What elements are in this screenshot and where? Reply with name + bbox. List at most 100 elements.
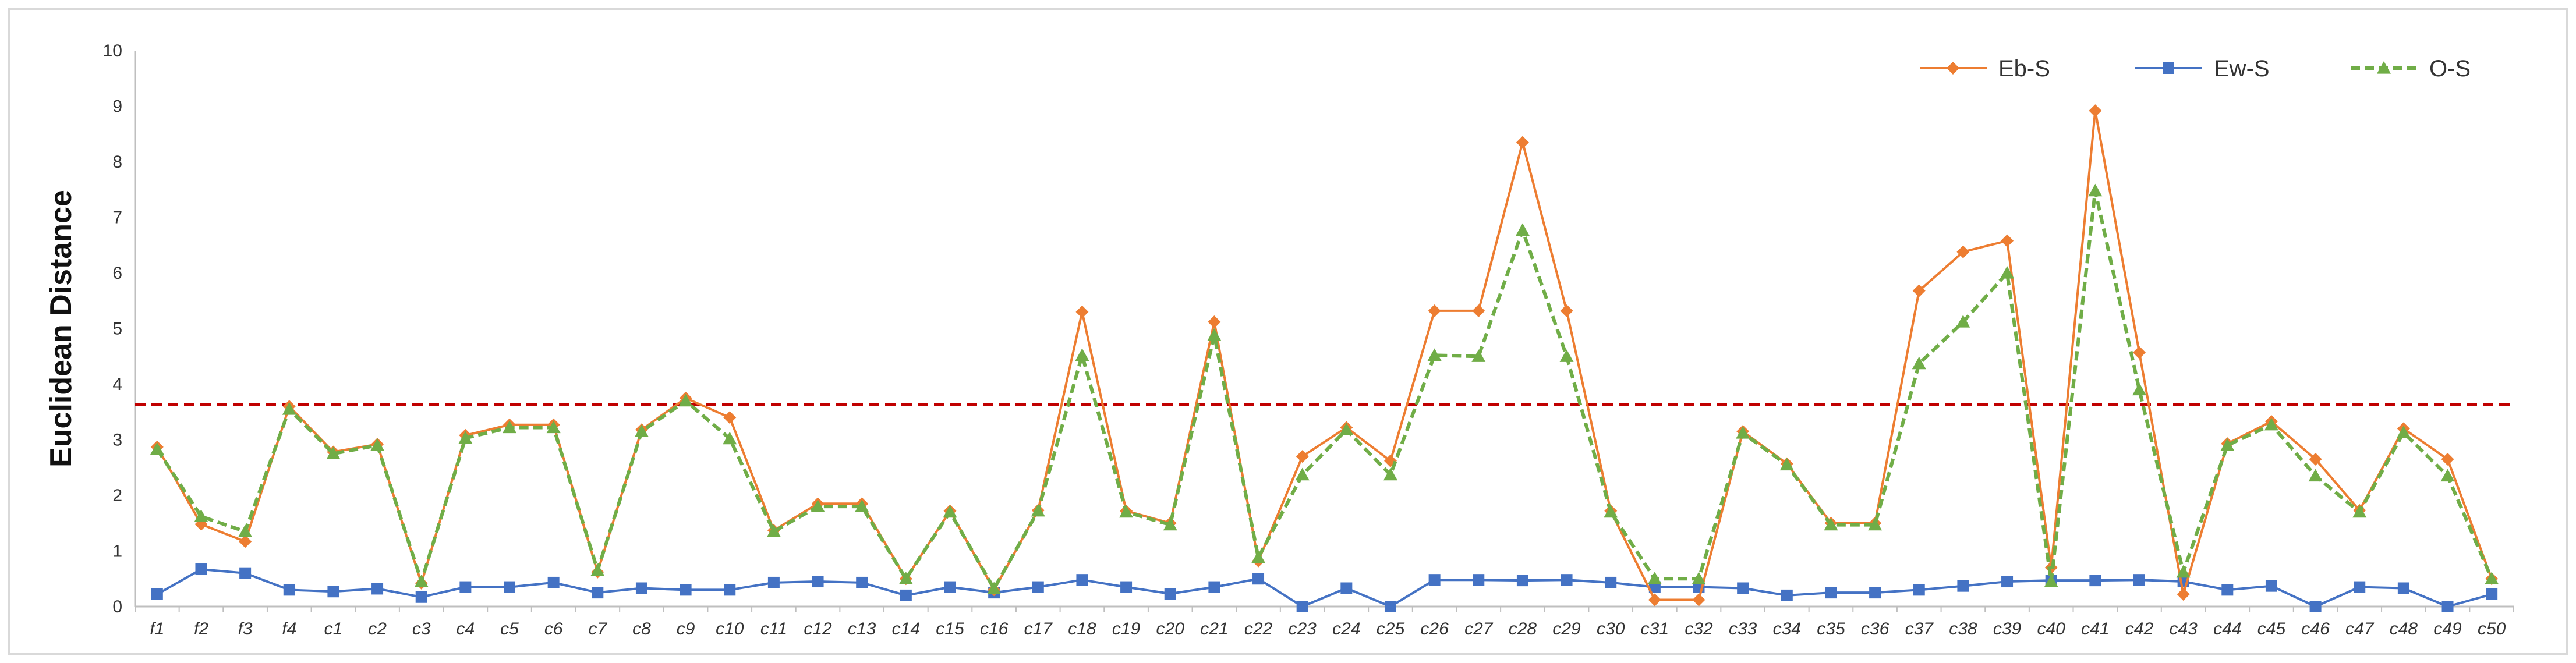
axes: [134, 51, 2514, 612]
data-point-o-s: [370, 438, 385, 451]
data-point-o-s: [1692, 572, 1706, 584]
y-tick-label: 9: [112, 97, 122, 116]
data-point-o-s: [1471, 349, 1486, 362]
data-point-ew-s: [1296, 601, 1308, 612]
x-tick-label: c34: [1773, 619, 1801, 639]
data-point-eb-s: [1472, 304, 1485, 317]
chart-frame: 0 1 2 3 4 5 6 7 8 9 10 f1 f2 f3 f4 c1 c2 c3 c4 c5 c6 c7 c8 c9 c…: [8, 8, 2568, 655]
series-eb-s: [150, 104, 2499, 607]
data-point-eb-s: [1208, 315, 1221, 329]
data-point-ew-s: [1032, 581, 1044, 593]
data-point-eb-s: [1692, 593, 1705, 607]
data-point-ew-s: [2309, 601, 2322, 612]
x-tick-label: c44: [2213, 619, 2241, 639]
data-point-o-s: [2044, 575, 2058, 587]
x-tick-label: c24: [1332, 619, 1360, 639]
data-point-o-s: [2396, 426, 2411, 438]
x-tick-label: c16: [980, 619, 1009, 639]
y-tick-label: 1: [112, 542, 122, 561]
x-tick-label: c43: [2169, 619, 2198, 639]
data-point-eb-s: [1516, 136, 1529, 149]
data-point-eb-s: [2089, 104, 2102, 118]
data-point-ew-s: [371, 583, 384, 595]
data-point-eb-s: [723, 411, 737, 424]
y-tick-label: 3: [112, 431, 122, 450]
data-point-o-s: [987, 582, 1002, 595]
x-tick-label: c2: [368, 619, 387, 639]
data-point-o-s: [1515, 223, 1530, 236]
x-tick-label: c22: [1244, 619, 1273, 639]
y-tick-label: 8: [112, 153, 122, 172]
data-point-eb-s: [1560, 304, 1573, 317]
data-point-o-s: [1251, 550, 1266, 563]
legend-marker-o-s: [2377, 61, 2391, 74]
data-point-ew-s: [1561, 574, 1573, 586]
data-point-ew-s: [1737, 582, 1749, 594]
data-point-o-s: [2308, 469, 2323, 482]
y-tick-label: 10: [103, 41, 122, 61]
legend-marker-eb-s: [1947, 62, 1959, 75]
data-point-ew-s: [547, 576, 560, 588]
data-point-ew-s: [724, 584, 736, 596]
x-tick-label: c6: [544, 619, 563, 639]
data-point-eb-s: [2132, 346, 2146, 359]
data-point-o-s: [723, 431, 737, 445]
data-point-o-s: [898, 572, 913, 584]
legend: Eb-S Ew-S O-S: [1920, 56, 2471, 81]
x-tick-label: c32: [1685, 619, 1713, 639]
data-point-ew-s: [944, 581, 956, 593]
series-line-ew-s: [156, 568, 2492, 608]
data-point-o-s: [150, 442, 164, 455]
data-point-o-s: [678, 393, 693, 407]
data-point-eb-s: [1956, 245, 1970, 258]
legend-entry-eb-s: Eb-S: [1920, 56, 2050, 81]
data-point-ew-s: [856, 576, 868, 588]
legend-entry-o-s: O-S: [2351, 56, 2471, 81]
data-point-ew-s: [635, 582, 647, 594]
data-point-o-s: [1163, 517, 1177, 531]
data-point-o-s: [458, 431, 473, 444]
data-point-ew-s: [1516, 575, 1528, 587]
y-tick-label: 5: [112, 320, 122, 339]
data-point-o-s: [2088, 183, 2103, 197]
data-point-ew-s: [812, 576, 824, 588]
data-point-o-s: [1031, 504, 1045, 517]
data-point-o-s: [194, 509, 208, 522]
legend-marker-ew-s: [2163, 62, 2174, 74]
data-point-o-s: [1295, 467, 1310, 481]
data-point-ew-s: [2221, 584, 2234, 596]
x-tick-label: c3: [412, 619, 431, 639]
x-tick-label: f1: [150, 619, 164, 639]
y-tick-label: 6: [112, 264, 122, 283]
line-chart: 0 1 2 3 4 5 6 7 8 9 10 f1 f2 f3 f4 c1 c2 c3 c4 c5 c6 c7 c8 c9 c…: [44, 41, 2514, 639]
data-point-o-s: [1956, 315, 1970, 328]
x-tick-label: c17: [1024, 619, 1053, 639]
data-point-ew-s: [1473, 574, 1485, 586]
data-point-ew-s: [1913, 584, 1925, 596]
data-point-o-s: [1824, 517, 1838, 531]
series-ew-s: [151, 563, 2498, 612]
legend-entry-ew-s: Ew-S: [2135, 56, 2270, 81]
x-tick-label: c19: [1112, 619, 1141, 639]
data-point-o-s: [2352, 505, 2367, 518]
x-tick-label: c18: [1068, 619, 1096, 639]
x-tick-label: c5: [500, 619, 519, 639]
data-point-o-s: [1119, 505, 1134, 518]
x-tick-label: c8: [632, 619, 651, 639]
x-tick-label: c29: [1552, 619, 1581, 639]
x-tick-label: c49: [2433, 619, 2462, 639]
data-point-ew-s: [2001, 576, 2014, 588]
y-tick-label: 4: [112, 375, 122, 394]
data-point-o-s: [1779, 458, 1794, 471]
x-tick-label: c15: [936, 619, 964, 639]
data-point-o-s: [1868, 517, 1883, 531]
x-tick-label: c25: [1377, 619, 1405, 639]
data-point-ew-s: [283, 584, 295, 596]
data-point-o-s: [1207, 328, 1222, 341]
x-tick-label: c13: [848, 619, 876, 639]
data-point-ew-s: [195, 563, 207, 576]
x-tick-label: c9: [677, 619, 695, 639]
data-point-o-s: [1383, 467, 1397, 481]
data-point-o-s: [1736, 426, 1750, 439]
data-point-ew-s: [1869, 587, 1881, 599]
